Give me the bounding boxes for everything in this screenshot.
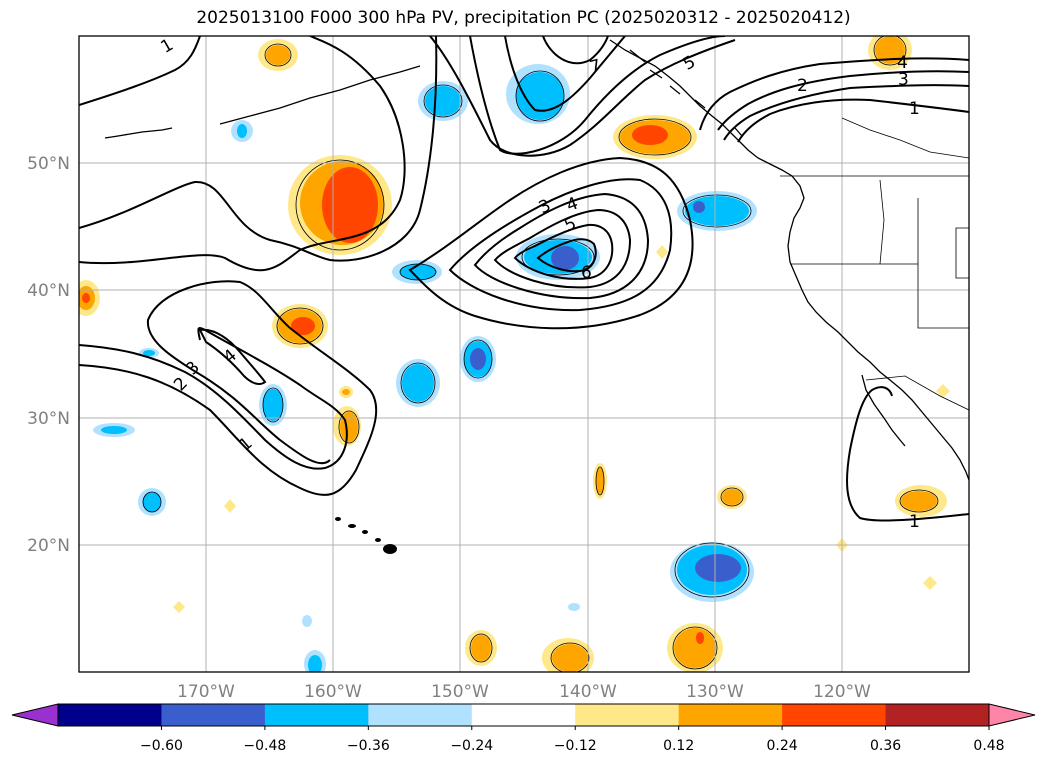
precip-blob-negative [304,650,326,672]
precip-blob-positive [224,499,236,513]
lat-axis: 50°N 40°N 30°N 20°N [27,154,70,556]
precip-blob-negative [506,64,570,124]
lon-label: 150°W [431,682,489,702]
precip-blob-negative [396,359,440,407]
contour-label: 2 [797,76,808,96]
colorbar-tick-label: −0.60 [140,738,183,754]
colorbar-tick-label: 0.12 [663,738,694,754]
colorbar-tick-label: 0.24 [767,738,798,754]
lon-label: 120°W [813,682,871,702]
precip-blob-negative [302,615,312,627]
lat-label: 40°N [27,281,70,301]
precip-blob-positive [272,304,328,348]
precip-blob-positive [656,245,668,259]
precip-blob-negative [568,603,580,611]
contour-label: 1 [909,512,920,532]
colorbar-segments [57,703,990,727]
colorbar-tick-label: −0.12 [554,738,597,754]
plot-frame [78,35,970,673]
contour-label: 3 [898,70,909,90]
precip-blob-negative [138,488,166,516]
lon-label: 160°W [304,682,362,702]
precip-blob-negative [418,81,468,121]
colorbar-tick-label: −0.48 [243,738,286,754]
precip-blob-negative [231,120,253,142]
precip-shading [79,36,950,672]
precip-blob-negative [259,384,287,426]
precip-blob-positive [288,155,392,255]
colorbar-segment [575,704,680,726]
precip-blob-positive [542,638,594,672]
lon-label: 170°W [177,682,235,702]
political-borders [780,117,969,411]
precip-blob-negative [460,336,496,382]
colorbar: −0.60 −0.48 −0.36 −0.24 −0.12 0.12 0.24 0.36 0.4… [11,703,1036,754]
precip-blob-negative [93,423,135,437]
colorbar-tick-label: −0.24 [450,738,493,754]
colorbar-segment [471,704,576,726]
lon-label: 130°W [686,682,744,702]
precip-blob-negative [392,260,442,284]
contour-label: 6 [581,263,592,283]
contour-label: 1 [909,99,920,119]
precip-blob-positive [868,36,912,70]
colorbar-segment [368,704,473,726]
colorbar-extend-low [11,703,59,727]
colorbar-segment [264,704,369,726]
precip-blob-positive [717,485,747,509]
contour-label: 7 [588,56,604,78]
contour-label: 4 [897,53,908,73]
lat-label: 50°N [27,154,70,174]
precip-blob-positive [79,280,100,316]
precip-blob-positive [667,623,723,672]
islands [335,517,397,554]
colorbar-ticks: −0.60 −0.48 −0.36 −0.24 −0.12 0.12 0.24 0.36 0.4… [140,726,1005,754]
colorbar-tick-label: 0.48 [973,738,1004,754]
precip-blob-positive [173,601,185,613]
precip-blob-negative [670,542,754,602]
precip-blob-positive [613,115,697,159]
gridlines [79,36,969,672]
colorbar-tick-label: 0.36 [870,738,901,754]
colorbar-segment [58,704,162,726]
precip-blob-negative [677,191,757,231]
lat-label: 30°N [27,409,70,429]
precip-blob-positive [258,39,298,71]
pv-contours [79,36,969,522]
precip-blob-positive [339,386,353,398]
colorbar-segment [161,704,266,726]
lon-axis: 170°W 160°W 150°W 140°W 130°W 120°W [177,682,871,702]
precip-blob-positive [923,576,937,590]
precip-outlines [142,36,939,672]
colorbar-extend-high [988,703,1036,727]
colorbar-tick-label: −0.36 [347,738,390,754]
coastlines [104,39,969,481]
lat-label: 20°N [27,536,70,556]
colorbar-segment [885,704,990,726]
precip-blob-positive [593,463,607,499]
plot-area [79,36,969,672]
colorbar-segment [782,704,887,726]
precip-blob-positive [895,485,947,517]
precip-blob-positive [936,384,950,398]
lon-label: 140°W [559,682,617,702]
map-title: 2025013100 F000 300 hPa PV, precipitatio… [196,8,851,28]
colorbar-segment [678,704,783,726]
